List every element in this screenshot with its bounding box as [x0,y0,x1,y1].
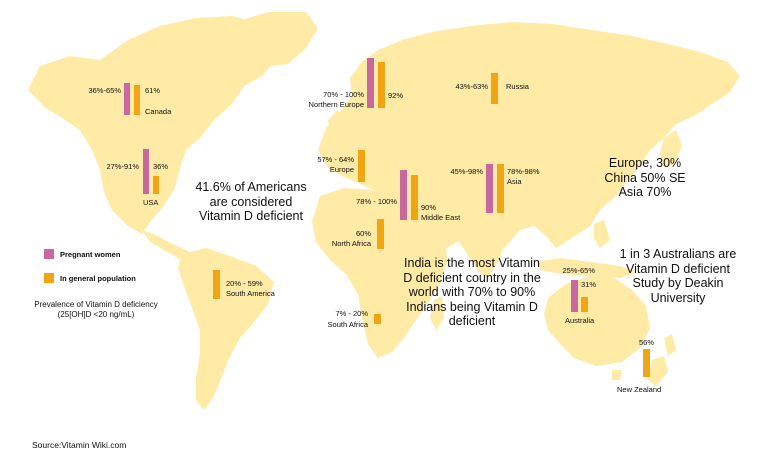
label-canada-general: 61% [145,86,161,95]
label-middle-east-general: 90% [421,203,437,212]
label-asia-name: Asia [507,177,522,186]
label-new-zealand-general: 56% [639,338,655,347]
legend-note: Prevalence of Vitamin D deficiency (25[O… [34,300,158,319]
label-northern-europe-name: Northern Europe [308,100,364,109]
philippines-landmass [594,220,610,248]
label-north-africa-general: 60% [355,229,371,238]
bar-canada-pregnant [124,82,130,115]
label-middle-east-name: Middle East [421,213,461,222]
legend-swatch-pregnant [44,249,54,259]
legend-swatch-general [44,273,54,283]
arabia-landmass [406,204,460,250]
label-europe-name: Europe [329,165,354,174]
callout-australians: 1 in 3 Australians are Vitamin D deficie… [619,247,737,305]
label-south-africa-name: South Africa [327,320,368,329]
bar-northern-europe-general [378,62,385,108]
bar-south-america-general [213,269,220,299]
label-middle-east-pregnant: 78% - 100% [356,197,397,206]
bar-new-zealand-general [643,349,650,377]
british-isles-landmass [328,110,344,136]
source-text: Source:Vitamin Wiki.com [32,440,127,450]
greenland-landmass [236,12,318,66]
label-russia-name: Russia [506,82,529,91]
bar-asia-general [497,164,504,213]
label-australia-name: Australia [565,316,595,325]
label-northern-europe-general: 92% [388,91,404,100]
label-usa-general: 36% [153,162,169,171]
label-australia-pregnant: 25%-65% [562,266,595,275]
north-america-landmass [28,16,282,234]
new-zealand-landmass [664,334,676,356]
label-south-america-general: 20% - 59% [226,279,263,288]
south-america-landmass [178,248,274,410]
label-europe-general: 57% - 64% [317,155,354,164]
bar-south-africa-general [374,314,381,324]
label-australia-general: 31% [581,280,597,289]
indonesia-landmass [536,258,638,278]
bar-australia-general [581,296,588,312]
bar-usa-general [153,176,159,194]
label-usa-pregnant: 27%-91% [106,162,139,171]
bar-usa-pregnant [143,148,149,194]
madagascar-landmass [430,296,444,330]
bar-asia-pregnant [486,164,493,213]
callout-india: India is the most Vitamin D deficient co… [403,256,541,328]
legend-label-general: In general population [60,274,136,283]
tasmania-landmass [612,370,622,380]
bar-north-africa-general [377,219,384,249]
bar-canada-general [134,84,140,115]
label-south-america-name: South America [226,289,275,298]
australia-landmass [544,276,650,366]
label-russia-general: 43%-63% [455,82,488,91]
legend-label-pregnant: Pregnant women [60,250,121,259]
callout-asia-stats: Europe, 30% China 50% SE Asia 70% [604,156,686,199]
bar-middle-east-pregnant [400,170,407,220]
callout-americans: 41.6% of Americans are considered Vitami… [195,180,307,223]
label-canada-pregnant: 36%-65% [88,86,121,95]
label-north-africa-name: North Africa [331,239,371,248]
bar-northern-europe-pregnant [367,58,374,108]
label-canada-name: Canada [145,107,172,116]
label-south-africa-general: 7% - 20% [335,309,368,318]
label-asia-general: 78%-98% [507,167,540,176]
label-usa-name: USA [143,198,159,207]
india-landmass [466,224,506,278]
bar-russia-general [491,72,498,104]
label-new-zealand-name: New Zealand [617,385,662,394]
bar-australia-pregnant [571,279,578,312]
bar-europe-general [358,150,365,182]
africa-landmass [312,188,448,358]
japan-landmass [660,130,682,168]
label-northern-europe-pregnant: 70% - 100% [323,90,364,99]
new-zealand-south-landmass [648,356,668,386]
label-asia-pregnant: 45%-98% [450,167,483,176]
bar-middle-east-general [411,175,418,220]
